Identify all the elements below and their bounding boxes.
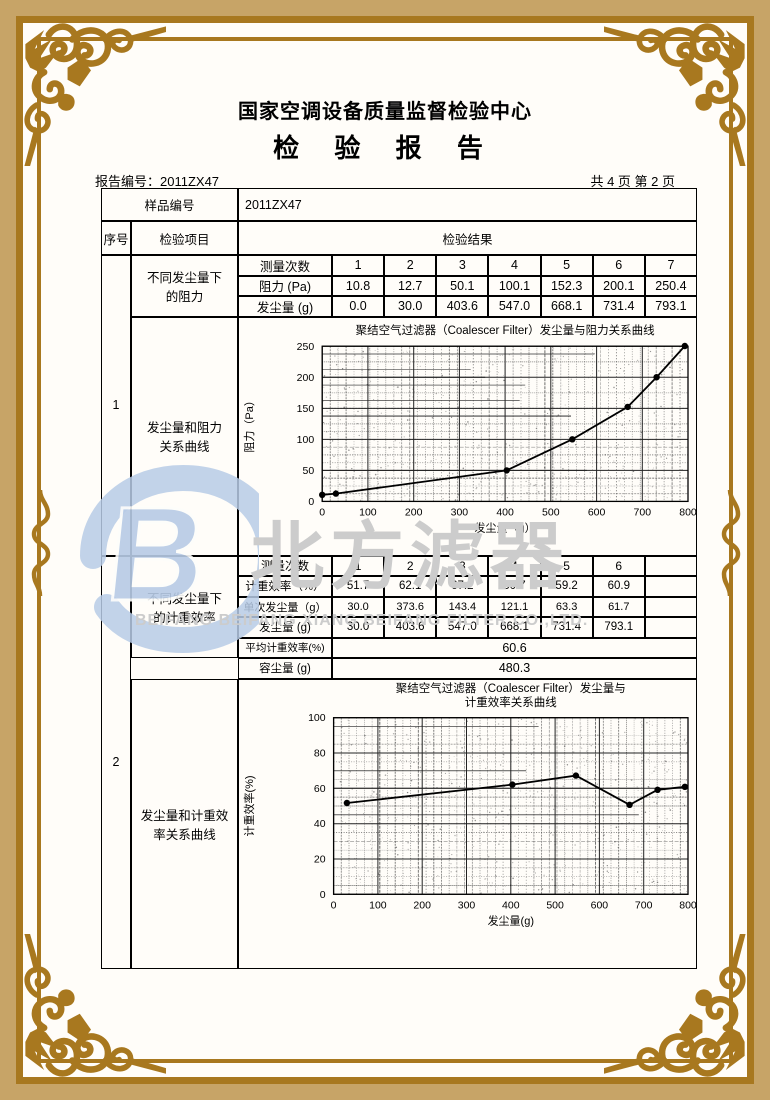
svg-text:400: 400 <box>502 899 520 911</box>
svg-text:800: 800 <box>679 899 697 911</box>
svg-text:80: 80 <box>314 747 326 759</box>
svg-text:500: 500 <box>546 899 564 911</box>
svg-text:150: 150 <box>297 402 315 414</box>
svg-text:100: 100 <box>308 712 326 724</box>
svg-text:300: 300 <box>458 899 476 911</box>
svg-text:聚结空气过滤器（Coalescer Filter）发尘量与: 聚结空气过滤器（Coalescer Filter）发尘量与 <box>396 681 626 695</box>
svg-text:200: 200 <box>413 899 431 911</box>
svg-text:计重效率(%): 计重效率(%) <box>242 775 256 836</box>
svg-text:聚结空气过滤器（Coalescer Filter）发尘量与阻: 聚结空气过滤器（Coalescer Filter）发尘量与阻力关系曲线 <box>356 323 656 337</box>
svg-text:40: 40 <box>314 818 326 830</box>
svg-text:600: 600 <box>591 899 609 911</box>
svg-text:0: 0 <box>320 888 326 900</box>
svg-text:100: 100 <box>297 433 315 445</box>
svg-text:阻力（Pa）: 阻力（Pa） <box>243 395 256 452</box>
svg-text:0: 0 <box>331 899 337 911</box>
svg-text:B: B <box>100 479 212 629</box>
svg-text:20: 20 <box>314 853 326 865</box>
svg-text:200: 200 <box>297 371 315 383</box>
svg-text:100: 100 <box>369 899 387 911</box>
svg-text:250: 250 <box>297 340 315 352</box>
svg-text:发尘量(g): 发尘量(g) <box>488 913 534 927</box>
svg-text:60: 60 <box>314 782 326 794</box>
svg-text:50: 50 <box>303 464 315 476</box>
svg-text:700: 700 <box>635 899 653 911</box>
svg-text:计重效率关系曲线: 计重效率关系曲线 <box>465 695 557 709</box>
